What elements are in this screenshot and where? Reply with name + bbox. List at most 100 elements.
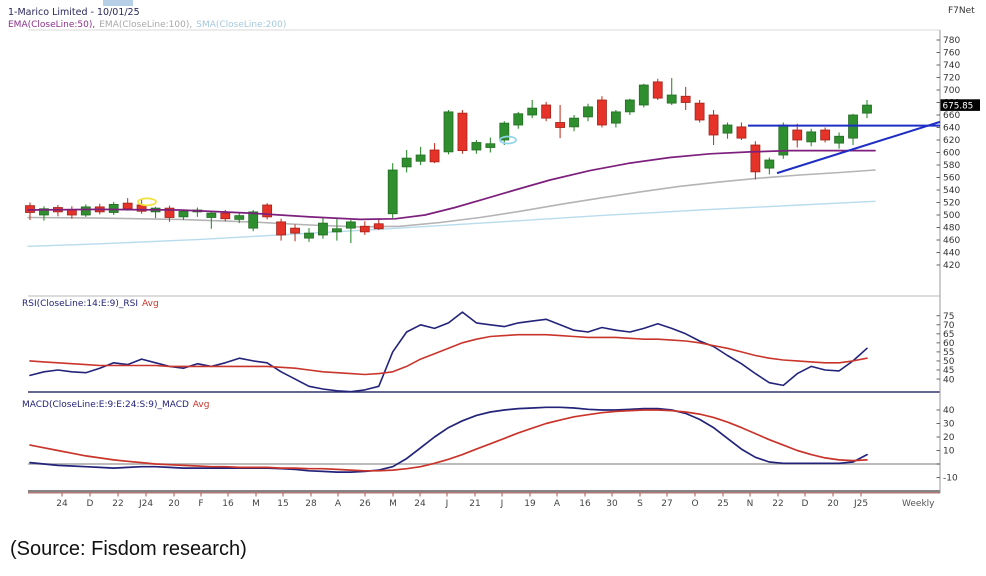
x-tick-label: 22	[112, 499, 123, 509]
candle-body	[429, 149, 440, 163]
rsi-tick-label: 40	[943, 375, 955, 385]
candle-body	[485, 143, 496, 148]
macd-line	[29, 406, 868, 473]
candle-body	[792, 129, 803, 141]
candle-body	[443, 111, 454, 153]
candle-body	[457, 112, 468, 152]
rsi-tick-label: 55	[943, 348, 954, 358]
ascending-trendline	[776, 120, 941, 175]
candle-body	[66, 209, 77, 216]
price-tick-label: 500	[943, 211, 960, 221]
price-tick-label: 540	[943, 186, 960, 196]
rsi-tick-label: 50	[943, 357, 955, 367]
candle-body	[708, 114, 719, 136]
x-tick-label: J24	[138, 499, 153, 509]
toolbar-fragment	[103, 0, 133, 6]
x-tick-label: 21	[469, 499, 480, 509]
candle-body	[750, 144, 761, 173]
candle-body	[290, 227, 300, 234]
x-tick-label: 26	[359, 499, 371, 509]
x-tick-label: J	[445, 499, 449, 509]
price-tick-label: 520	[943, 199, 960, 209]
candle-body	[555, 122, 565, 128]
price-tick-label: 640	[943, 124, 960, 134]
x-tick-label: 24	[414, 499, 426, 509]
x-tick-label: 28	[305, 499, 317, 509]
timeframe-label: Weekly	[902, 499, 935, 509]
candle-body	[331, 228, 342, 233]
candle-body	[764, 159, 775, 169]
rsi-tick-label: 75	[943, 312, 954, 322]
highlight-ellipse	[499, 135, 517, 145]
candle-body	[276, 221, 287, 236]
candle-body	[513, 113, 524, 126]
price-tick-label: 660	[943, 111, 960, 121]
ema50-line	[27, 149, 876, 221]
macd-signal-line	[29, 409, 868, 472]
candle-body	[694, 102, 705, 121]
chart-title: 1-Marico Limited - 10/01/25	[8, 7, 140, 18]
macd-label: MACD(CloseLine:E:9:E:24:S:9)_MACD	[22, 400, 189, 410]
candle-body	[318, 222, 328, 236]
last-price-tag-box	[940, 99, 980, 111]
x-tick-label: F	[198, 499, 203, 509]
candle-body	[834, 135, 844, 144]
price-tick-label: 780	[943, 36, 960, 46]
last-price-value: 675.85	[943, 102, 974, 112]
x-tick-label: 19	[524, 499, 536, 509]
x-tick-label: J25	[853, 499, 868, 509]
candle-body	[401, 157, 412, 168]
candle-body	[248, 211, 259, 229]
candle-body	[80, 206, 91, 216]
macd-tick-label: 40	[943, 406, 955, 416]
candle-body	[206, 212, 217, 218]
macd-tick-label: -10	[943, 474, 958, 484]
macd-tick-label: 30	[943, 420, 955, 430]
platform-label: F7Net	[948, 6, 975, 16]
x-tick-label: M	[252, 499, 260, 509]
x-tick-label: A	[335, 499, 342, 509]
rsi-avg-line	[29, 333, 868, 376]
source-caption: (Source: Fisdom research)	[10, 538, 247, 560]
x-tick-label: J	[500, 499, 504, 509]
rsi-label: RSI(CloseLine:14:E:9)_RSI	[22, 299, 138, 309]
price-tick-label: 600	[943, 149, 960, 159]
macd-avg-label: Avg	[193, 400, 210, 410]
candle-body	[611, 111, 621, 124]
price-tick-label: 460	[943, 236, 960, 246]
candle-body	[569, 117, 579, 128]
last-price-tag: 675.85	[940, 99, 980, 112]
candle-body	[262, 204, 273, 218]
chart-background	[0, 0, 986, 530]
candle-body	[666, 94, 677, 104]
rsi-tick-label: 60	[943, 339, 955, 349]
candle-body	[471, 142, 482, 151]
x-tick-label: D	[802, 499, 809, 509]
price-tick-label: 560	[943, 174, 960, 184]
candle-body	[541, 104, 552, 119]
price-tick-label: 580	[943, 161, 960, 171]
candle-body	[108, 203, 119, 213]
price-tick-label: 440	[943, 249, 960, 259]
price-tick-label: 760	[943, 49, 960, 59]
x-tick-label: 27	[661, 499, 672, 509]
candle-body	[652, 81, 663, 99]
candle-body	[25, 205, 35, 213]
candle-body	[736, 126, 747, 139]
x-tick-label: 24	[56, 499, 68, 509]
candle-body	[583, 106, 593, 118]
legend-ema100-label: EMA(CloseLine:100),	[99, 20, 192, 30]
rsi-tick-label: 70	[943, 321, 955, 331]
candle-body	[234, 215, 245, 220]
x-tick-label: A	[554, 499, 561, 509]
x-tick-label: D	[87, 499, 94, 509]
candle-body	[680, 95, 691, 103]
candle-body	[164, 207, 175, 218]
candle-body	[638, 84, 649, 106]
candle-body	[415, 154, 426, 162]
candle-body	[122, 202, 133, 210]
price-tick-label: 620	[943, 136, 960, 146]
candle-body	[178, 210, 189, 218]
sma200-line	[27, 200, 876, 248]
